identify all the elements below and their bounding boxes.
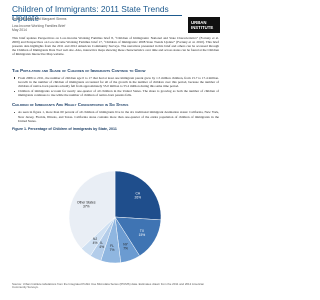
slice-value-label: 7% xyxy=(110,248,115,252)
slice-value-label: 37% xyxy=(83,204,90,208)
date: May 2014 xyxy=(12,28,27,32)
bullet: Children of immigrants account for nearl… xyxy=(12,89,219,97)
pie-slice xyxy=(114,170,162,221)
pie-slice xyxy=(68,170,116,249)
slice-label: FL xyxy=(110,244,114,248)
slice-value-label: 15% xyxy=(139,233,146,237)
slice-label: IL xyxy=(100,241,103,245)
slice-value-label: 4% xyxy=(93,241,98,245)
slice-value-label: 7% xyxy=(123,246,128,250)
section: The Population and Share of Children of … xyxy=(12,68,219,131)
title: Children of Immigrants: 2011 State Trend… xyxy=(12,4,169,23)
title-rule xyxy=(12,15,182,16)
figure-title: Figure 1. Percentage of Children of Immi… xyxy=(12,126,117,131)
source-note: Source: Urban Institute tabulations from… xyxy=(12,282,205,290)
slice-label: NY xyxy=(123,242,128,246)
section-heading: Children of Immigrants Are Highly Concen… xyxy=(12,102,129,108)
section-heading: The Population and Share of Children of … xyxy=(12,68,146,73)
slice-value-label: 26% xyxy=(134,195,141,199)
logo: URBAN INSTITUTE xyxy=(188,17,220,33)
bullet-list: From 2006 to 2011, the number of childre… xyxy=(12,76,219,97)
bullet: From 2006 to 2011, the number of childre… xyxy=(12,76,219,88)
slice-label: CA xyxy=(136,191,141,195)
slice-label: NJ xyxy=(93,237,97,241)
bullet: As seen in figure 1, more than 60 percen… xyxy=(12,110,219,123)
page: { "header": { "title": "Children of Immi… xyxy=(12,4,220,290)
authors: Devlin Hanson and Margaret Simms xyxy=(12,17,67,21)
series: Low-Income Working Families Brief xyxy=(12,24,66,28)
bullet-list: As seen in figure 1, more than 60 percen… xyxy=(12,110,219,123)
slice-value-label: 4% xyxy=(99,245,104,249)
slice-label: TX xyxy=(140,229,145,233)
slice-label: Other States xyxy=(77,200,96,204)
intro: This brief updates Perspectives on Low-I… xyxy=(12,36,219,57)
